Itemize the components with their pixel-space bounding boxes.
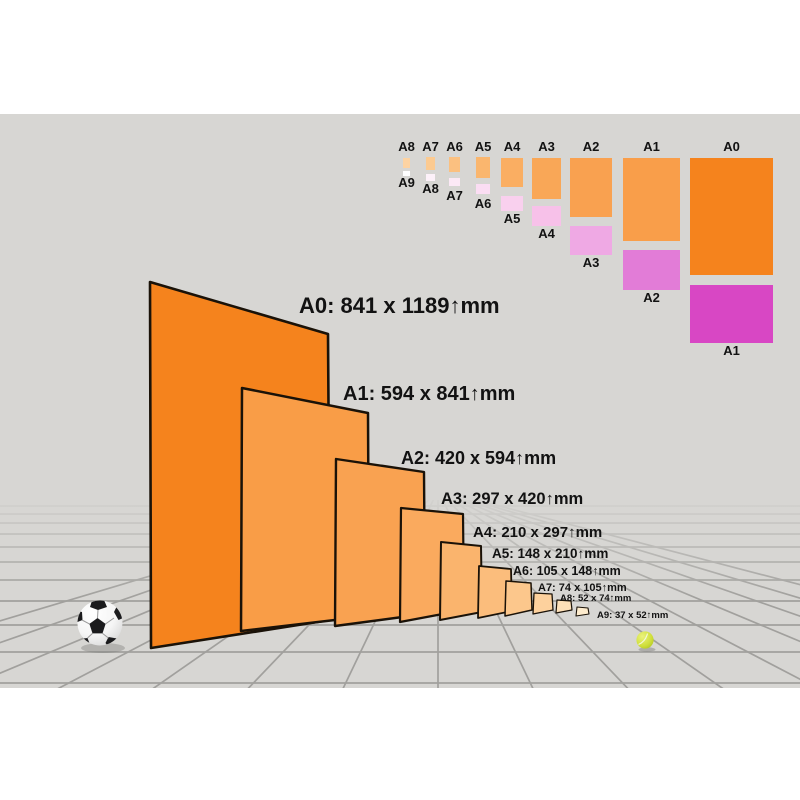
chart-half-a4 — [532, 206, 561, 226]
sheet-label-a8: A8: 52 x 74↑mm — [560, 593, 631, 604]
pentagon-patch — [114, 606, 123, 620]
pentagon-patch — [89, 618, 106, 634]
chart-portrait-a2 — [570, 158, 612, 217]
seam-line — [81, 619, 90, 625]
pentagon-patch — [77, 610, 83, 623]
chart-half-a3 — [570, 226, 612, 255]
seam-line — [102, 633, 109, 639]
chart-half-label-a3: A3 — [583, 255, 600, 270]
chart-column-label-a1: A1 — [643, 139, 660, 154]
paper-sheet-a6: A6: 105 x 148↑mm — [504, 564, 621, 617]
sheet-label-a7: A7: 74 x 105↑mm — [538, 582, 627, 594]
chart-half-a2 — [623, 250, 680, 290]
sheet-label-a5: A5: 148 x 210↑mm — [492, 546, 608, 561]
chart-half-label-a9: A9 — [398, 175, 415, 190]
tennis-ball-seam — [638, 633, 649, 646]
paper-sheets: A0: 841 x 1189↑mm A1: 594 x 841↑mm A2: 4… — [148, 280, 668, 650]
seam-line — [105, 617, 115, 625]
chart-half-a1 — [690, 285, 773, 343]
seam-line — [97, 609, 99, 619]
chart-half-label-a5: A5 — [504, 211, 521, 226]
chart-portrait-a7 — [426, 157, 435, 170]
chart-column-label-a2: A2 — [583, 139, 600, 154]
sheet-label-a3: A3: 297 x 420↑mm — [441, 490, 583, 508]
paper-sheet-a4: A4: 210 x 297↑mm — [439, 524, 602, 621]
sheet-label-a0: A0: 841 x 1189↑mm — [299, 293, 500, 318]
chart-half-label-a7: A7 — [446, 188, 463, 203]
tennis-ball — [636, 631, 656, 652]
chart-column-label-a7: A7 — [422, 139, 439, 154]
size-comparison-chart: A8 A7 A6 A5 A4 A3 A2 A1 A0 A9 A8 A7 A6 A… — [398, 139, 773, 358]
paper-sheet-a7: A7: 74 x 105↑mm — [532, 582, 627, 615]
chart-half-a6 — [476, 184, 490, 194]
sheet-face-a6 — [504, 580, 533, 617]
pentagon-patch — [90, 600, 107, 610]
chart-column-label-a6: A6 — [446, 139, 463, 154]
chart-portrait-a8 — [403, 158, 410, 168]
chart-portrait-a3 — [532, 158, 561, 199]
chart-half-a9 — [403, 171, 410, 176]
chart-half-label-a2: A2 — [643, 290, 660, 305]
seam-line — [87, 633, 93, 639]
sheet-face-a9 — [575, 606, 590, 617]
sheet-face-a7 — [532, 592, 554, 615]
chart-half-a8 — [426, 174, 435, 181]
sheet-face-a8 — [555, 599, 573, 614]
sheet-face-a4 — [439, 541, 483, 621]
sheet-label-a2: A2: 420 x 594↑mm — [401, 448, 556, 468]
chart-column-label-a4: A4 — [504, 139, 521, 154]
chart-portrait-a4 — [501, 158, 523, 187]
sheet-label-a1: A1: 594 x 841↑mm — [343, 383, 515, 405]
paper-sheet-a8: A8: 52 x 74↑mm — [555, 593, 631, 614]
sheet-label-a4: A4: 210 x 297↑mm — [473, 524, 602, 541]
chart-half-label-a4: A4 — [538, 226, 555, 241]
chart-column-label-a8: A8 — [398, 139, 415, 154]
paper-sheet-a5: A5: 148 x 210↑mm — [477, 546, 608, 619]
paper-sheet-a9: A9: 37 x 52↑mm — [575, 606, 668, 621]
sheet-label-a9: A9: 37 x 52↑mm — [597, 610, 668, 621]
chart-portrait-a0 — [690, 158, 773, 275]
tennis-ball-shadow — [638, 647, 656, 652]
chart-portrait-a1 — [623, 158, 680, 241]
chart-half-a5 — [501, 196, 523, 211]
chart-column-label-a5: A5 — [475, 139, 492, 154]
chart-half-a7 — [449, 178, 460, 186]
sheet-label-a6: A6: 105 x 148↑mm — [513, 564, 621, 578]
soccer-ball-shadow — [81, 643, 125, 653]
chart-half-label-a1: A1 — [723, 343, 740, 358]
chart-portrait-a6 — [449, 157, 460, 172]
soccer-ball-seams — [81, 609, 115, 639]
chart-portrait-a5 — [476, 157, 490, 178]
chart-column-label-a0: A0 — [723, 139, 740, 154]
chart-half-label-a6: A6 — [475, 196, 492, 211]
chart-half-label-a8: A8 — [422, 181, 439, 196]
chart-column-label-a3: A3 — [538, 139, 555, 154]
